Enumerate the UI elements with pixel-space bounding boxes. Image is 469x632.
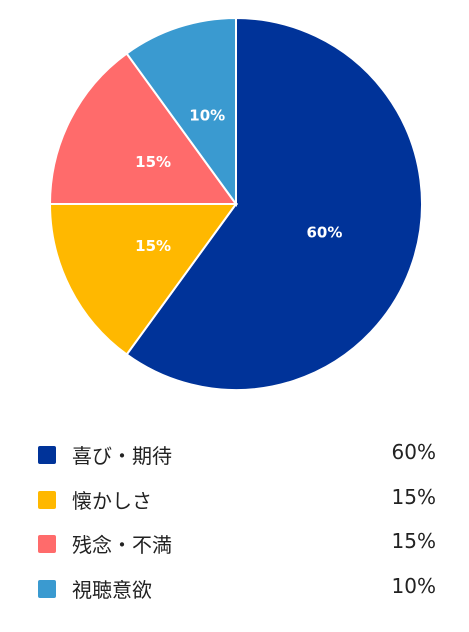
legend-value: 10%	[391, 573, 436, 598]
pie-slice-nostalgia	[48, 203, 238, 356]
legend-value: 60%	[391, 440, 436, 464]
legend: 喜び・期待 60% 懐かしさ 15% 残念・不満 15% 視聴意欲 10%	[36, 436, 438, 614]
legend-swatch	[38, 446, 56, 464]
legend-value: 15%	[391, 484, 436, 509]
legend-label: 視聴意欲	[72, 577, 152, 602]
legend-item-joy: 喜び・期待 60%	[36, 436, 438, 481]
pie-slice-label: 60%	[306, 224, 342, 242]
legend-label: 懐かしさ	[72, 488, 152, 513]
legend-value: 15%	[391, 529, 436, 553]
legend-item-viewing-desire: 視聴意欲 10%	[36, 570, 438, 615]
legend-swatch	[38, 490, 56, 509]
legend-swatch	[38, 535, 56, 553]
pie-slice-joy	[125, 16, 423, 391]
pie-slice-labels: 60% 15% 15% 10%	[135, 107, 342, 256]
pie-slice-viewing-desire	[125, 16, 237, 208]
pie-slice-label: 15%	[135, 153, 171, 171]
pie-slice-disappointment	[48, 52, 238, 205]
pie-slices	[48, 16, 423, 391]
pie-slice-label: 15%	[135, 237, 171, 255]
legend-item-nostalgia: 懐かしさ 15%	[36, 481, 438, 526]
pie-chart: 60% 15% 15% 10%	[48, 16, 423, 391]
legend-label: 喜び・期待	[72, 444, 172, 468]
legend-swatch	[38, 579, 56, 598]
pie-slice-label: 10%	[189, 107, 225, 125]
legend-label: 残念・不満	[72, 533, 172, 557]
legend-item-disappointment: 残念・不満 15%	[36, 525, 438, 570]
